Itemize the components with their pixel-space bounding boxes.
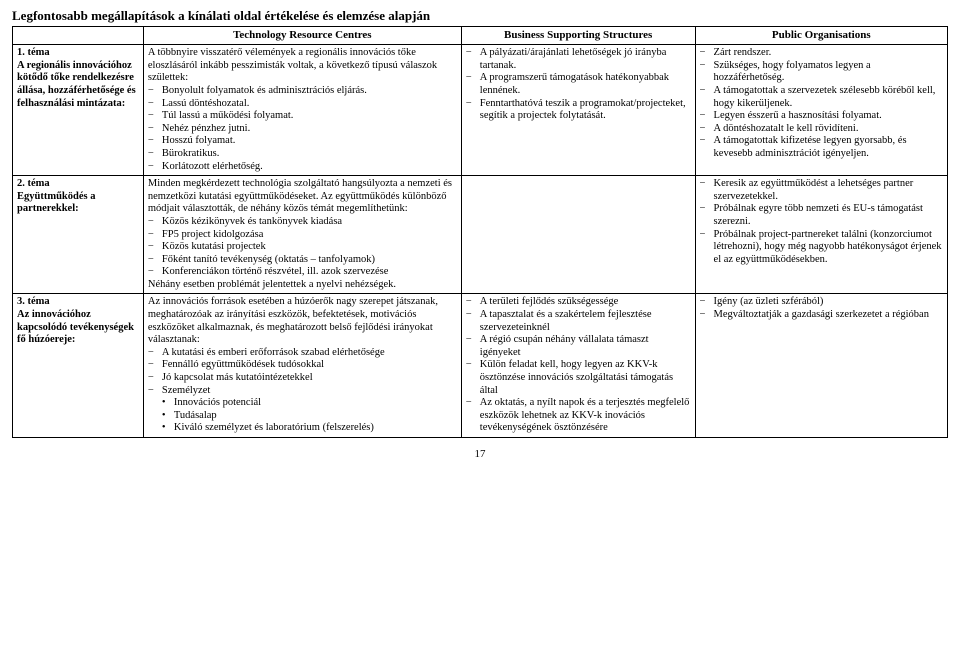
list-item: A kutatási és emberi erőforrások szabad … bbox=[162, 347, 457, 360]
list-item: Tudásalap bbox=[174, 410, 457, 423]
list-item: Innovációs potenciál bbox=[174, 397, 457, 410]
list-item: Jó kapcsolat más kutatóintézetekkel bbox=[162, 372, 457, 385]
list-item: FP5 project kidolgozása bbox=[162, 229, 457, 242]
list-item: Kiváló személyzet és laboratórium (felsz… bbox=[174, 422, 457, 435]
list-item: Külön feladat kell, hogy legyen az KKV-k… bbox=[480, 359, 691, 397]
list-item: Túl lassú a működési folyamat. bbox=[162, 110, 457, 123]
trc-bullet-list: Innovációs potenciál Tudásalap Kiváló sz… bbox=[148, 397, 457, 435]
list-item: Bonyolult folyamatok és adminisztrációs … bbox=[162, 85, 457, 98]
topic-text: Együttműködés a partnerekkel: bbox=[17, 191, 95, 215]
bss-cell: A pályázati/árajánlati lehetőségek jó ir… bbox=[461, 45, 695, 176]
bss-list: A pályázati/árajánlati lehetőségek jó ir… bbox=[466, 47, 691, 123]
bss-list: A területi fejlődés szükségessége A tapa… bbox=[466, 296, 691, 435]
trc-list: Közös kézikönyvek és tankönyvek kiadása … bbox=[148, 216, 457, 279]
list-item: Fenntarthatóvá teszik a programokat/proj… bbox=[480, 98, 691, 123]
list-item: Lassú döntéshozatal. bbox=[162, 98, 457, 111]
list-item: Igény (az üzleti szférából) bbox=[714, 296, 943, 309]
topic-cell: 2. téma Együttműködés a partnerekkel: bbox=[13, 176, 144, 294]
list-item: A területi fejlődés szükségessége bbox=[480, 296, 691, 309]
main-table: Technology Resource Centres Business Sup… bbox=[12, 26, 948, 438]
list-item: Megváltoztatják a gazdasági szerkezetet … bbox=[714, 309, 943, 322]
list-item: Főként tanító tevékenység (oktatás – tan… bbox=[162, 254, 457, 267]
bss-cell: A területi fejlődés szükségessége A tapa… bbox=[461, 294, 695, 438]
list-item: Az oktatás, a nyílt napok és a terjeszté… bbox=[480, 397, 691, 435]
list-item: A pályázati/árajánlati lehetőségek jó ir… bbox=[480, 47, 691, 72]
list-item: A régió csupán néhány vállalata támaszt … bbox=[480, 334, 691, 359]
topic-number: 2. téma bbox=[17, 178, 50, 189]
header-trc: Technology Resource Centres bbox=[143, 27, 461, 45]
list-item: A támogatottak kifizetése legyen gyorsab… bbox=[714, 135, 943, 160]
list-item: Szükséges, hogy folyamatos legyen a hozz… bbox=[714, 60, 943, 85]
trc-intro: Az innovációs források esetében a húzóer… bbox=[148, 296, 438, 345]
list-item: Bürokratikus. bbox=[162, 148, 457, 161]
page-title: Legfontosabb megállapítások a kínálati o… bbox=[12, 8, 948, 24]
po-list: Keresik az együttműködést a lehetséges p… bbox=[700, 178, 943, 266]
trc-list: A kutatási és emberi erőforrások szabad … bbox=[148, 347, 457, 397]
header-row: Technology Resource Centres Business Sup… bbox=[13, 27, 948, 45]
po-cell: Zárt rendszer. Szükséges, hogy folyamato… bbox=[695, 45, 947, 176]
list-item: A támogatottak a szervezetek szélesebb k… bbox=[714, 85, 943, 110]
header-po: Public Organisations bbox=[695, 27, 947, 45]
topic-cell: 3. téma Az innovációhoz kapcsolódó tevék… bbox=[13, 294, 144, 438]
table-row: 1. téma A regionális innovációhoz kötődő… bbox=[13, 45, 948, 176]
list-item: A programszerű támogatások hatékonyabbak… bbox=[480, 72, 691, 97]
po-list: Igény (az üzleti szférából) Megváltoztat… bbox=[700, 296, 943, 321]
po-list: Zárt rendszer. Szükséges, hogy folyamato… bbox=[700, 47, 943, 160]
list-item: Közös kézikönyvek és tankönyvek kiadása bbox=[162, 216, 457, 229]
po-cell: Igény (az üzleti szférából) Megváltoztat… bbox=[695, 294, 947, 438]
list-item: Korlátozott elérhetőség. bbox=[162, 161, 457, 174]
table-row: 3. téma Az innovációhoz kapcsolódó tevék… bbox=[13, 294, 948, 438]
topic-number: 1. téma bbox=[17, 47, 50, 58]
list-item: Próbálnak project-partnereket találni (k… bbox=[714, 229, 943, 267]
list-item: Keresik az együttműködést a lehetséges p… bbox=[714, 178, 943, 203]
list-item: A döntéshozatalt le kell rövidíteni. bbox=[714, 123, 943, 136]
list-item: Fennálló együttműködések tudósokkal bbox=[162, 359, 457, 372]
trc-list: Bonyolult folyamatok és adminisztrációs … bbox=[148, 85, 457, 173]
page-number: 17 bbox=[12, 448, 948, 460]
topic-text: A regionális innovációhoz kötődő tőke re… bbox=[17, 60, 136, 109]
trc-intro: Minden megkérdezett technológia szolgált… bbox=[148, 178, 452, 214]
trc-cell: A többnyire visszatérő vélemények a regi… bbox=[143, 45, 461, 176]
list-item: A tapasztalat és a szakértelem fejleszté… bbox=[480, 309, 691, 334]
header-bss: Business Supporting Structures bbox=[461, 27, 695, 45]
topic-text: Az innovációhoz kapcsolódó tevékenységek… bbox=[17, 309, 134, 345]
trc-tail: Néhány esetben problémát jelentettek a n… bbox=[148, 279, 396, 290]
list-item: Személyzet bbox=[162, 385, 457, 398]
list-item: Nehéz pénzhez jutni. bbox=[162, 123, 457, 136]
list-item: Legyen ésszerű a hasznosítási folyamat. bbox=[714, 110, 943, 123]
bss-cell bbox=[461, 176, 695, 294]
topic-number: 3. téma bbox=[17, 296, 50, 307]
topic-cell: 1. téma A regionális innovációhoz kötődő… bbox=[13, 45, 144, 176]
trc-cell: Minden megkérdezett technológia szolgált… bbox=[143, 176, 461, 294]
list-item: Próbálnak egyre több nemzeti és EU-s tám… bbox=[714, 203, 943, 228]
list-item: Konferenciákon történő részvétel, ill. a… bbox=[162, 266, 457, 279]
table-row: 2. téma Együttműködés a partnerekkel: Mi… bbox=[13, 176, 948, 294]
trc-cell: Az innovációs források esetében a húzóer… bbox=[143, 294, 461, 438]
header-blank bbox=[13, 27, 144, 45]
list-item: Zárt rendszer. bbox=[714, 47, 943, 60]
trc-intro: A többnyire visszatérő vélemények a regi… bbox=[148, 47, 437, 83]
po-cell: Keresik az együttműködést a lehetséges p… bbox=[695, 176, 947, 294]
list-item: Közös kutatási projectek bbox=[162, 241, 457, 254]
list-item: Hosszú folyamat. bbox=[162, 135, 457, 148]
